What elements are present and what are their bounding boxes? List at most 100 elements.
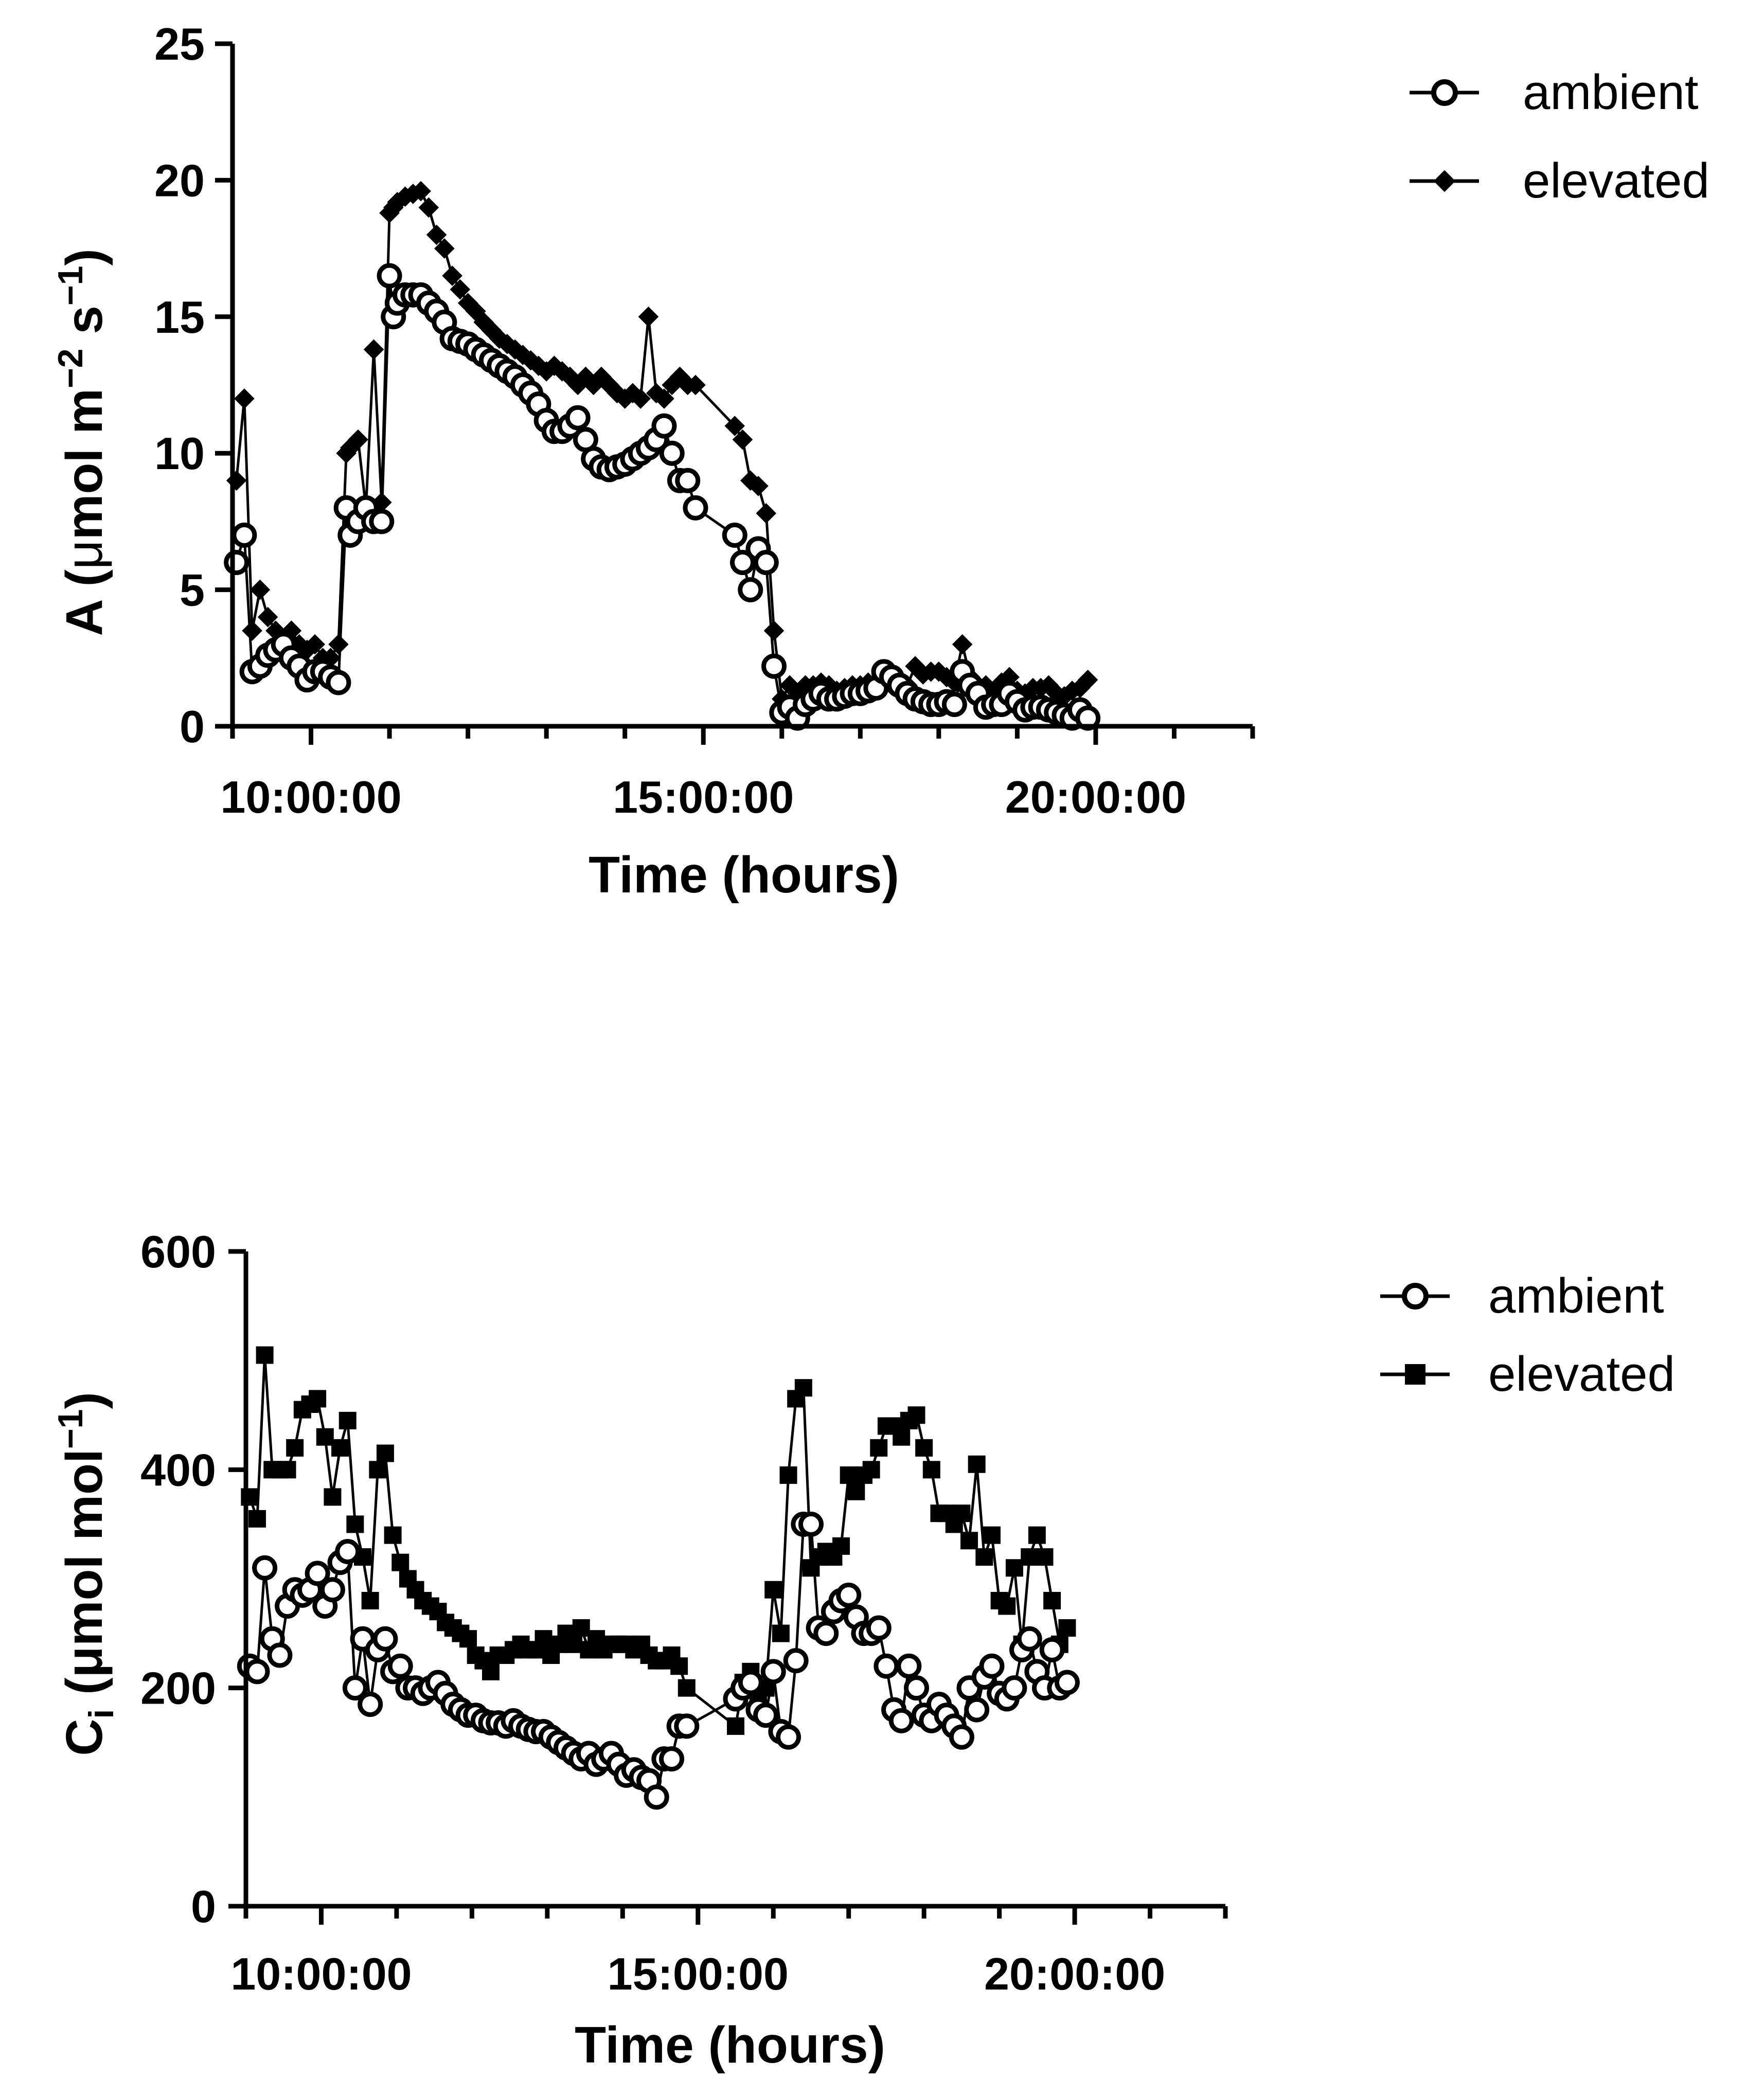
data-point-elevated (411, 181, 431, 202)
data-point-ambient (369, 509, 395, 534)
data-point-ambient (949, 1724, 974, 1750)
data-point-ambient (783, 1648, 809, 1674)
y-axis-title-text: Ci (μmol mol−1) (51, 1392, 121, 1756)
data-point-elevated (482, 1662, 500, 1680)
data-point-elevated (391, 1553, 409, 1571)
series-elevated (241, 1346, 1076, 1735)
legend-item-ambient: ambient (1410, 65, 1699, 120)
data-point-elevated (316, 1428, 334, 1446)
y-tick-label: 600 (140, 1226, 216, 1277)
data-point-elevated (952, 634, 973, 655)
y-tick-label: 10 (154, 428, 205, 479)
data-point-ambient (644, 1784, 669, 1810)
data-point-elevated (256, 1346, 274, 1364)
data-point-ambient (565, 405, 591, 431)
data-point-elevated (234, 388, 255, 409)
data-point-elevated (748, 476, 769, 496)
data-point-ambient (738, 577, 763, 603)
data-point-ambient (683, 495, 708, 521)
data-point-elevated (305, 634, 325, 655)
data-point-ambient (866, 1615, 892, 1641)
data-point-elevated (847, 1482, 865, 1500)
legend-marker-filled-square (1405, 1364, 1426, 1385)
data-point-elevated (870, 1439, 888, 1457)
data-point-ambient (267, 1642, 293, 1668)
data-point-ambient (896, 1653, 922, 1679)
data-point-elevated (361, 1591, 379, 1609)
data-point-elevated (772, 1624, 790, 1642)
data-point-ambient (1054, 1670, 1080, 1695)
legend-marker-filled-diamond (1433, 170, 1456, 192)
data-point-elevated (764, 1581, 782, 1599)
data-point-ambient (377, 263, 402, 289)
series-line-elevated (248, 1354, 1068, 1728)
data-point-elevated (779, 1466, 797, 1484)
data-point-elevated (832, 1537, 850, 1555)
data-point-elevated (732, 429, 753, 450)
data-point-elevated (724, 416, 745, 436)
y-tick-label: 400 (140, 1444, 216, 1495)
data-point-elevated (324, 1488, 342, 1506)
data-point-elevated (756, 503, 777, 524)
data-point-ambient (1039, 1637, 1065, 1662)
legend-label-ambient: ambient (1523, 65, 1699, 120)
data-point-elevated (250, 579, 271, 600)
data-point-elevated (565, 1635, 583, 1653)
data-point-elevated (975, 1548, 993, 1566)
data-point-elevated (678, 1679, 696, 1697)
data-point-elevated (450, 279, 471, 300)
data-point-elevated (638, 307, 659, 327)
data-point-elevated (960, 1532, 978, 1550)
data-point-elevated (328, 634, 349, 655)
data-point-elevated (363, 339, 384, 360)
data-point-elevated (630, 388, 651, 409)
data-point-elevated (348, 429, 368, 450)
legend-label-elevated: elevated (1523, 153, 1709, 208)
data-point-ambient (776, 1724, 801, 1750)
data-point-ambient (730, 550, 755, 576)
data-point-elevated (369, 1461, 387, 1479)
x-axis-title: Time (hours) (589, 846, 899, 904)
series-elevated (226, 181, 1098, 709)
data-point-elevated (893, 1428, 911, 1446)
data-point-elevated (434, 238, 455, 259)
x-tick-label: 20:00:00 (984, 1948, 1165, 1999)
y-tick-label: 25 (154, 19, 205, 69)
data-point-ambient (798, 1511, 824, 1537)
data-point-ambient (761, 653, 787, 679)
data-point-elevated (727, 1717, 744, 1735)
data-point-ambient (722, 522, 747, 548)
data-point-ambient (738, 1670, 763, 1695)
legend-marker-open-circle (1431, 79, 1458, 106)
legend-label-ambient: ambient (1488, 1268, 1664, 1323)
x-tick-label: 15:00:00 (608, 1948, 789, 1999)
legend-marker-open-circle (1402, 1283, 1429, 1310)
data-point-elevated (286, 1439, 304, 1457)
data-point-elevated (907, 1406, 925, 1424)
legend: ambient elevated (1380, 1268, 1675, 1402)
data-point-elevated (670, 1657, 688, 1675)
data-point-ambient (836, 1582, 862, 1608)
data-point-elevated (418, 197, 439, 218)
data-point-ambient (659, 440, 685, 466)
data-point-ambient (659, 1746, 685, 1772)
x-axis-title: Time (hours) (575, 2016, 885, 2074)
data-point-elevated (953, 1504, 971, 1522)
legend-item-elevated: elevated (1380, 1347, 1675, 1402)
data-point-ambient (674, 1713, 700, 1739)
data-point-ambient (753, 550, 779, 576)
y-axis-title: Ci (μmol mol−1) (51, 1392, 121, 1756)
data-point-ambient (941, 692, 967, 718)
data-point-ambient (675, 468, 701, 493)
y-tick-label: 0 (180, 701, 205, 752)
data-point-ambient (326, 670, 351, 695)
data-point-elevated (346, 1515, 364, 1533)
data-point-elevated (376, 1444, 394, 1462)
data-point-ambient (305, 1561, 330, 1586)
y-tick-label: 0 (191, 1881, 216, 1932)
data-point-elevated (840, 1466, 858, 1484)
legend-item-ambient: ambient (1380, 1268, 1664, 1323)
data-point-elevated (998, 1597, 1016, 1615)
data-point-ambient (874, 1653, 899, 1679)
